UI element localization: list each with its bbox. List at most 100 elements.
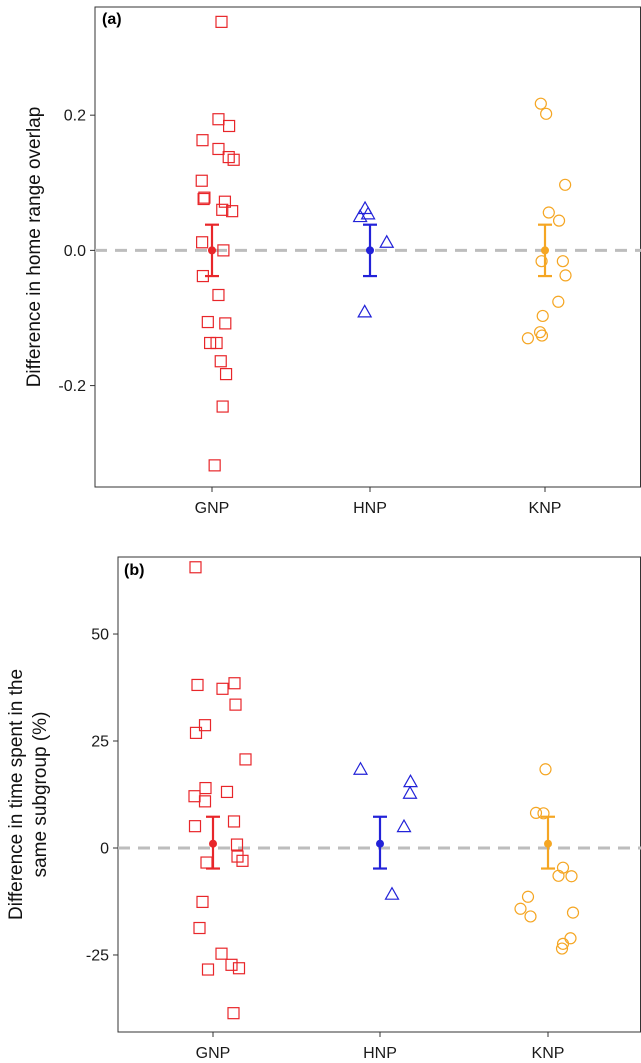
data-point-triangle (357, 304, 373, 318)
data-point-square (216, 400, 229, 413)
mean-point (209, 839, 217, 848)
data-point-square (191, 678, 204, 692)
x-tick-label: KNP (529, 500, 562, 517)
panel-b: (b) -25 0 25 50 GNP HNP KNP Difference in time s… (6, 556, 641, 1062)
data-point-square (197, 192, 210, 206)
data-point-square (228, 677, 241, 690)
data-point-square (236, 854, 249, 867)
data-point-circle (556, 861, 570, 874)
data-point-square (225, 958, 238, 971)
x-tick-label: KNP (532, 1045, 565, 1062)
data-point-triangle (379, 234, 395, 248)
data-point-circle (524, 910, 537, 923)
y-tick-label: -0.2 (58, 378, 86, 395)
data-point-square (227, 815, 241, 828)
data-point-square (219, 367, 233, 381)
data-point-square (216, 682, 229, 695)
data-point-circle (521, 332, 535, 345)
data-point-square (214, 355, 227, 368)
data-point-circle (537, 807, 550, 820)
data-point-circle (542, 206, 555, 219)
x-tick-label: GNP (195, 500, 230, 517)
data-point-triangle (396, 818, 412, 833)
data-point-square (188, 790, 201, 803)
data-point-square (208, 459, 221, 472)
panel-label: (a) (102, 11, 122, 28)
data-point-square (204, 336, 217, 350)
data-point-square (193, 921, 206, 935)
data-point-circle (552, 869, 565, 882)
data-point-circle (566, 906, 580, 919)
mean-point (376, 839, 384, 848)
data-point-square (217, 244, 230, 257)
mean-point (541, 246, 549, 255)
data-point-circle (536, 309, 549, 323)
data-point-circle (559, 269, 572, 282)
panel-label: (b) (124, 562, 144, 579)
data-point-circle (555, 942, 569, 955)
data-point-square (219, 317, 232, 330)
data-point-square (230, 838, 244, 851)
data-point-square (218, 195, 232, 208)
data-point-square (196, 134, 209, 147)
data-point-circle (521, 890, 535, 903)
data-point-square (220, 785, 234, 799)
data-point-circle (556, 255, 569, 268)
data-point-square (212, 288, 225, 302)
data-point-circle (534, 97, 547, 110)
data-point-square (239, 753, 252, 766)
data-point-circle (565, 870, 578, 883)
x-tick-label: GNP (196, 1045, 231, 1062)
data-point-circle (540, 107, 553, 120)
data-point-square (200, 856, 213, 869)
data-point-square (227, 1007, 240, 1020)
data-point-circle (552, 214, 566, 227)
y-axis-title: Difference in time spent in the same subg… (6, 669, 51, 920)
y-axis-title-line: same subgroup (%) (30, 712, 51, 878)
data-point-circle (539, 763, 552, 776)
data-point-square (201, 315, 214, 329)
data-point-square (195, 174, 208, 187)
data-point-circle (552, 295, 565, 308)
plot-frame (94, 6, 641, 488)
data-point-triangle (360, 206, 376, 220)
y-tick-label: 25 (91, 734, 109, 751)
data-point-square (201, 963, 215, 976)
y-tick-label: 50 (91, 627, 109, 644)
data-point-triangle (352, 761, 369, 775)
data-point-triangle (402, 773, 419, 788)
data-point-square (198, 191, 211, 204)
data-point-circle (514, 902, 527, 915)
panel-a: (a) -0.2 0.0 0.2 GNP HNP KNP Difference in home… (24, 6, 641, 517)
mean-point (544, 839, 552, 848)
y-axis-title-line: Difference in time spent in the (6, 669, 27, 920)
mean-point (208, 246, 216, 255)
data-point-square (212, 142, 225, 156)
data-point-square (226, 205, 239, 218)
y-axis-title: Difference in home range overlap (24, 107, 45, 388)
data-point-square (223, 119, 236, 133)
data-point-triangle (384, 886, 400, 900)
data-point-square (232, 962, 246, 975)
data-point-triangle (402, 785, 418, 799)
data-point-square (198, 719, 212, 732)
y-tick-label: -25 (86, 947, 109, 964)
y-tick-label: 0.2 (64, 108, 86, 125)
data-point-square (215, 947, 228, 960)
data-point-circle (559, 178, 572, 191)
plot-frame (117, 556, 641, 1033)
data-point-square (227, 153, 240, 166)
data-point-square (196, 236, 209, 249)
data-point-circle (556, 937, 570, 950)
data-point-square (215, 15, 228, 28)
x-tick-label: HNP (363, 1045, 397, 1062)
data-point-circle (533, 326, 547, 339)
mean-point (366, 246, 374, 255)
data-point-square (198, 795, 212, 808)
data-point-square (189, 561, 202, 574)
data-point-square (229, 698, 242, 711)
data-point-square (189, 726, 203, 739)
y-tick-label: 0.0 (64, 243, 86, 260)
data-point-circle (535, 255, 548, 268)
